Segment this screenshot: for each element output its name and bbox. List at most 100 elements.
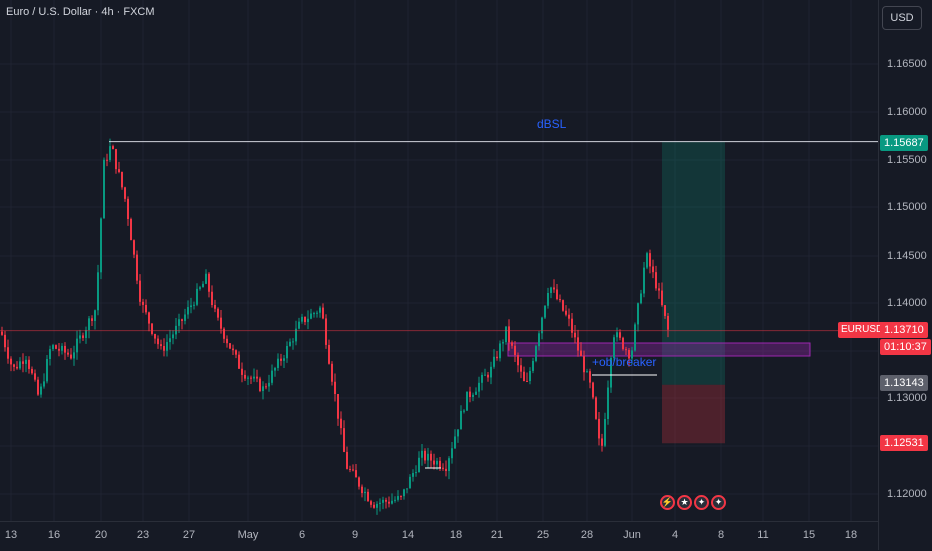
candle-body	[367, 491, 369, 502]
candle-body	[610, 357, 612, 388]
chart-pane[interactable]: Euro / U.S. Dollar · 4h · FXCM dBSL +ob/…	[0, 0, 878, 521]
candle-body	[103, 159, 105, 219]
time-axis[interactable]: 13 16 20 23 27 May 6 9 14 18 21 25 28 Jun 4 8 11 15 18	[0, 521, 878, 551]
candle-body	[499, 343, 501, 359]
candle-body	[646, 253, 648, 268]
candle-body	[637, 303, 639, 325]
candlestick-plot[interactable]	[0, 0, 878, 521]
economic-events[interactable]: ⚡ ★ ✦ ✦	[660, 495, 726, 510]
candle-body	[526, 381, 528, 383]
candle-body	[469, 391, 471, 397]
candle-body	[241, 368, 243, 375]
time-tick: Jun	[623, 529, 641, 541]
candle-body	[169, 338, 171, 343]
candle-body	[574, 332, 576, 338]
candle-body	[256, 376, 258, 379]
candle-body	[64, 345, 66, 353]
candle-body	[313, 313, 315, 315]
eu-flag-icon[interactable]: ✦	[711, 495, 726, 510]
us-flag-icon[interactable]: ★	[677, 495, 692, 510]
candle-body	[217, 308, 219, 318]
candle-body	[124, 187, 126, 199]
candle-body	[250, 377, 252, 379]
candle-body	[598, 418, 600, 439]
candle-body	[415, 472, 417, 474]
candle-body	[208, 273, 210, 292]
candle-body	[436, 460, 438, 465]
candle-body	[211, 291, 213, 305]
candle-body	[619, 332, 621, 338]
candle-body	[280, 358, 282, 361]
candle-body	[541, 317, 543, 334]
time-tick: 8	[717, 529, 725, 541]
candle-body	[214, 304, 216, 309]
candle-body	[517, 355, 519, 366]
candle-body	[592, 382, 594, 398]
candle-body	[532, 360, 534, 371]
candle-body	[511, 342, 513, 346]
candle-body	[22, 361, 24, 364]
candle-body	[424, 450, 426, 461]
candle-body	[196, 288, 198, 305]
currency-button[interactable]: USD	[882, 6, 922, 30]
candle-body	[145, 304, 147, 313]
candle-body	[352, 469, 354, 471]
candle-body	[289, 341, 291, 346]
eu-flag-icon[interactable]: ✦	[694, 495, 709, 510]
candle-body	[37, 379, 39, 395]
symbol-title[interactable]: Euro / U.S. Dollar · 4h · FXCM	[6, 6, 155, 18]
candle-body	[508, 326, 510, 343]
candle-body	[562, 300, 564, 311]
candle-body	[355, 470, 357, 478]
candle-body	[445, 468, 447, 472]
time-tick: 9	[351, 529, 359, 541]
stop-price-label: 1.12531	[880, 435, 928, 451]
candle-body	[16, 366, 18, 369]
candle-body	[94, 310, 96, 321]
candle-body	[373, 504, 375, 508]
candle-body	[259, 378, 261, 392]
candle-body	[337, 394, 339, 419]
price-tick: 1.15500	[887, 154, 927, 166]
candle-body	[202, 283, 204, 288]
candle-body	[622, 337, 624, 350]
candle-body	[268, 382, 270, 387]
time-tick: May	[237, 529, 259, 541]
candle-body	[625, 349, 627, 351]
candle-body	[232, 348, 234, 351]
candle-body	[274, 367, 276, 371]
candle-body	[382, 499, 384, 503]
candle-body	[412, 473, 414, 477]
price-tick: 1.16000	[887, 106, 927, 118]
candle-body	[550, 287, 552, 293]
candle-body	[421, 450, 423, 458]
candle-body	[262, 386, 264, 392]
candle-body	[493, 356, 495, 367]
candle-body	[547, 292, 549, 306]
symbol-price-tag: EURUSD	[838, 322, 887, 338]
candle-body	[220, 317, 222, 329]
candle-body	[118, 169, 120, 173]
candle-body	[40, 386, 42, 395]
candle-body	[307, 318, 309, 323]
candle-body	[322, 307, 324, 319]
candle-body	[112, 146, 114, 150]
candle-body	[298, 321, 300, 329]
candle-body	[148, 312, 150, 324]
time-tick: 13	[4, 529, 18, 541]
candle-body	[28, 359, 30, 369]
candle-body	[166, 342, 168, 351]
candle-body	[418, 457, 420, 473]
candle-body	[265, 386, 267, 388]
candle-body	[556, 289, 558, 300]
candle-body	[73, 352, 75, 359]
candle-body	[496, 356, 498, 359]
lightning-icon[interactable]: ⚡	[660, 495, 675, 510]
candle-body	[361, 486, 363, 494]
candle-body	[661, 290, 663, 306]
candle-body	[553, 287, 555, 290]
price-axis[interactable]: 1.16500 1.16000 1.15500 1.15000 1.14500 1.140…	[878, 0, 932, 550]
candle-body	[649, 253, 651, 267]
candle-body	[448, 458, 450, 472]
